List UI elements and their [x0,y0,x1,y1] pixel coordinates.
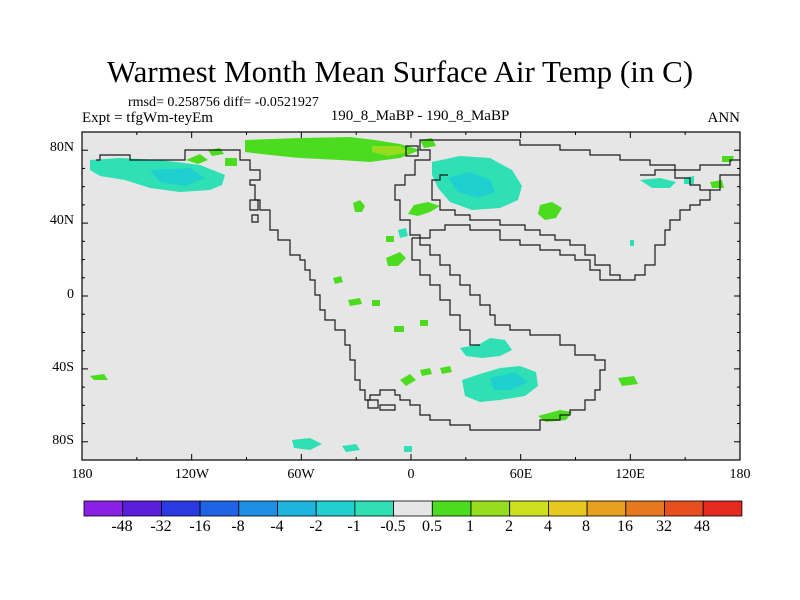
anomaly-patch [408,202,440,216]
colorbar-label: 8 [582,518,590,535]
anomaly-patch [292,438,322,450]
lat-tick-label: 40S [52,360,74,375]
colorbar-label: -2 [309,518,323,535]
colorbar-box [625,500,665,517]
coastline [431,174,740,281]
anomaly-patch [440,366,452,374]
coastline [251,214,259,223]
colorbar-label: 0.5 [422,518,442,535]
anomaly-patch [448,172,495,198]
coastline [249,199,259,211]
lat-tick-label: 40N [49,213,74,228]
anomaly-patch [348,298,362,306]
colorbar-box [586,500,627,517]
lon-tick-label: 60E [509,467,533,482]
colorbar-label: -8 [231,518,245,535]
lon-tick-label: 0 [407,467,415,482]
colorbar-label: -48 [111,518,133,535]
lon-tick-label: 180 [71,467,93,482]
coastline [379,404,396,411]
colorbar-label: -0.5 [380,518,406,535]
colorbar-box [664,500,704,517]
anomaly-patch [245,137,420,162]
lat-tick-label: 80S [52,433,74,448]
lon-tick-label: 120W [174,467,210,482]
anomaly-patches [90,137,734,452]
coastline [96,139,740,431]
experiment-label: Expt = tfgWm-teyEm [82,110,213,126]
lon-tick-label: 60W [287,467,315,482]
axis-ticks [81,131,741,461]
anomaly-patch [538,202,562,220]
coastline [367,399,379,409]
anomaly-patch [372,300,380,306]
anomaly-patch [386,236,394,242]
anomaly-patch [420,320,428,326]
anomaly-patch [722,156,734,162]
colorbar [83,500,743,517]
anomaly-patch [400,374,416,386]
anomaly-patch [538,410,572,422]
coastline [405,145,419,157]
colorbar-box [160,500,201,517]
colorbar-label: 1 [466,518,474,535]
coastline [640,169,710,191]
anomaly-patch [460,338,512,358]
colorbar-box [238,500,278,517]
lat-tick-label: 80N [49,140,74,155]
colorbar-label: -4 [270,518,284,535]
lon-tick-label: 180 [729,467,751,482]
colorbar-box [199,500,240,517]
colorbar-box [548,500,588,517]
stats-label: rmsd= 0.258756 diff= -0.0521927 [128,95,319,110]
coastlines [96,139,740,431]
anomaly-patch [398,228,408,238]
period-label: 190_8_MaBP - 190_8_MaBP [330,108,510,124]
colorbar-box [393,500,433,517]
colorbar-label: -1 [347,518,361,535]
anomaly-patch [353,200,365,212]
colorbar-box [509,500,549,517]
colorbar-box [702,500,743,517]
lat-tick-label: 0 [67,287,74,302]
coastline [411,238,480,346]
anomaly-patch [386,252,406,266]
season-label: ANN [707,110,741,126]
lon-tick-label: 120E [615,467,645,482]
plot-title: Warmest Month Mean Surface Air Temp (in … [106,54,694,89]
anomaly-patch [618,376,638,386]
colorbar-box [122,500,162,517]
colorbar-box [315,500,356,517]
colorbar-box [470,500,511,517]
anomaly-patch [225,158,237,166]
anomaly-patch [490,372,528,390]
colorbar-label: -32 [150,518,172,535]
anomaly-patch [372,146,410,156]
anomaly-patch [150,168,205,186]
colorbar-box [431,500,472,517]
colorbar-label: 16 [617,518,633,535]
anomaly-patch [186,154,208,164]
anomaly-patch [342,444,360,452]
colorbar-box [277,500,317,517]
anomaly-patch [420,368,432,376]
colorbar-box [354,500,394,517]
anomaly-patch [630,240,634,246]
colorbar-label: 32 [656,518,672,535]
colorbar-label: 48 [694,518,710,535]
colorbar-label: -16 [189,518,211,535]
anomaly-patch [640,178,676,188]
colorbar-label: 2 [505,518,513,535]
colorbar-box [83,500,124,517]
coastline [412,224,620,281]
anomaly-patch [90,374,108,380]
anomaly-patch [404,446,412,452]
colorbar-label: 4 [544,518,552,535]
anomaly-patch [394,326,404,332]
anomaly-patch [333,276,343,284]
